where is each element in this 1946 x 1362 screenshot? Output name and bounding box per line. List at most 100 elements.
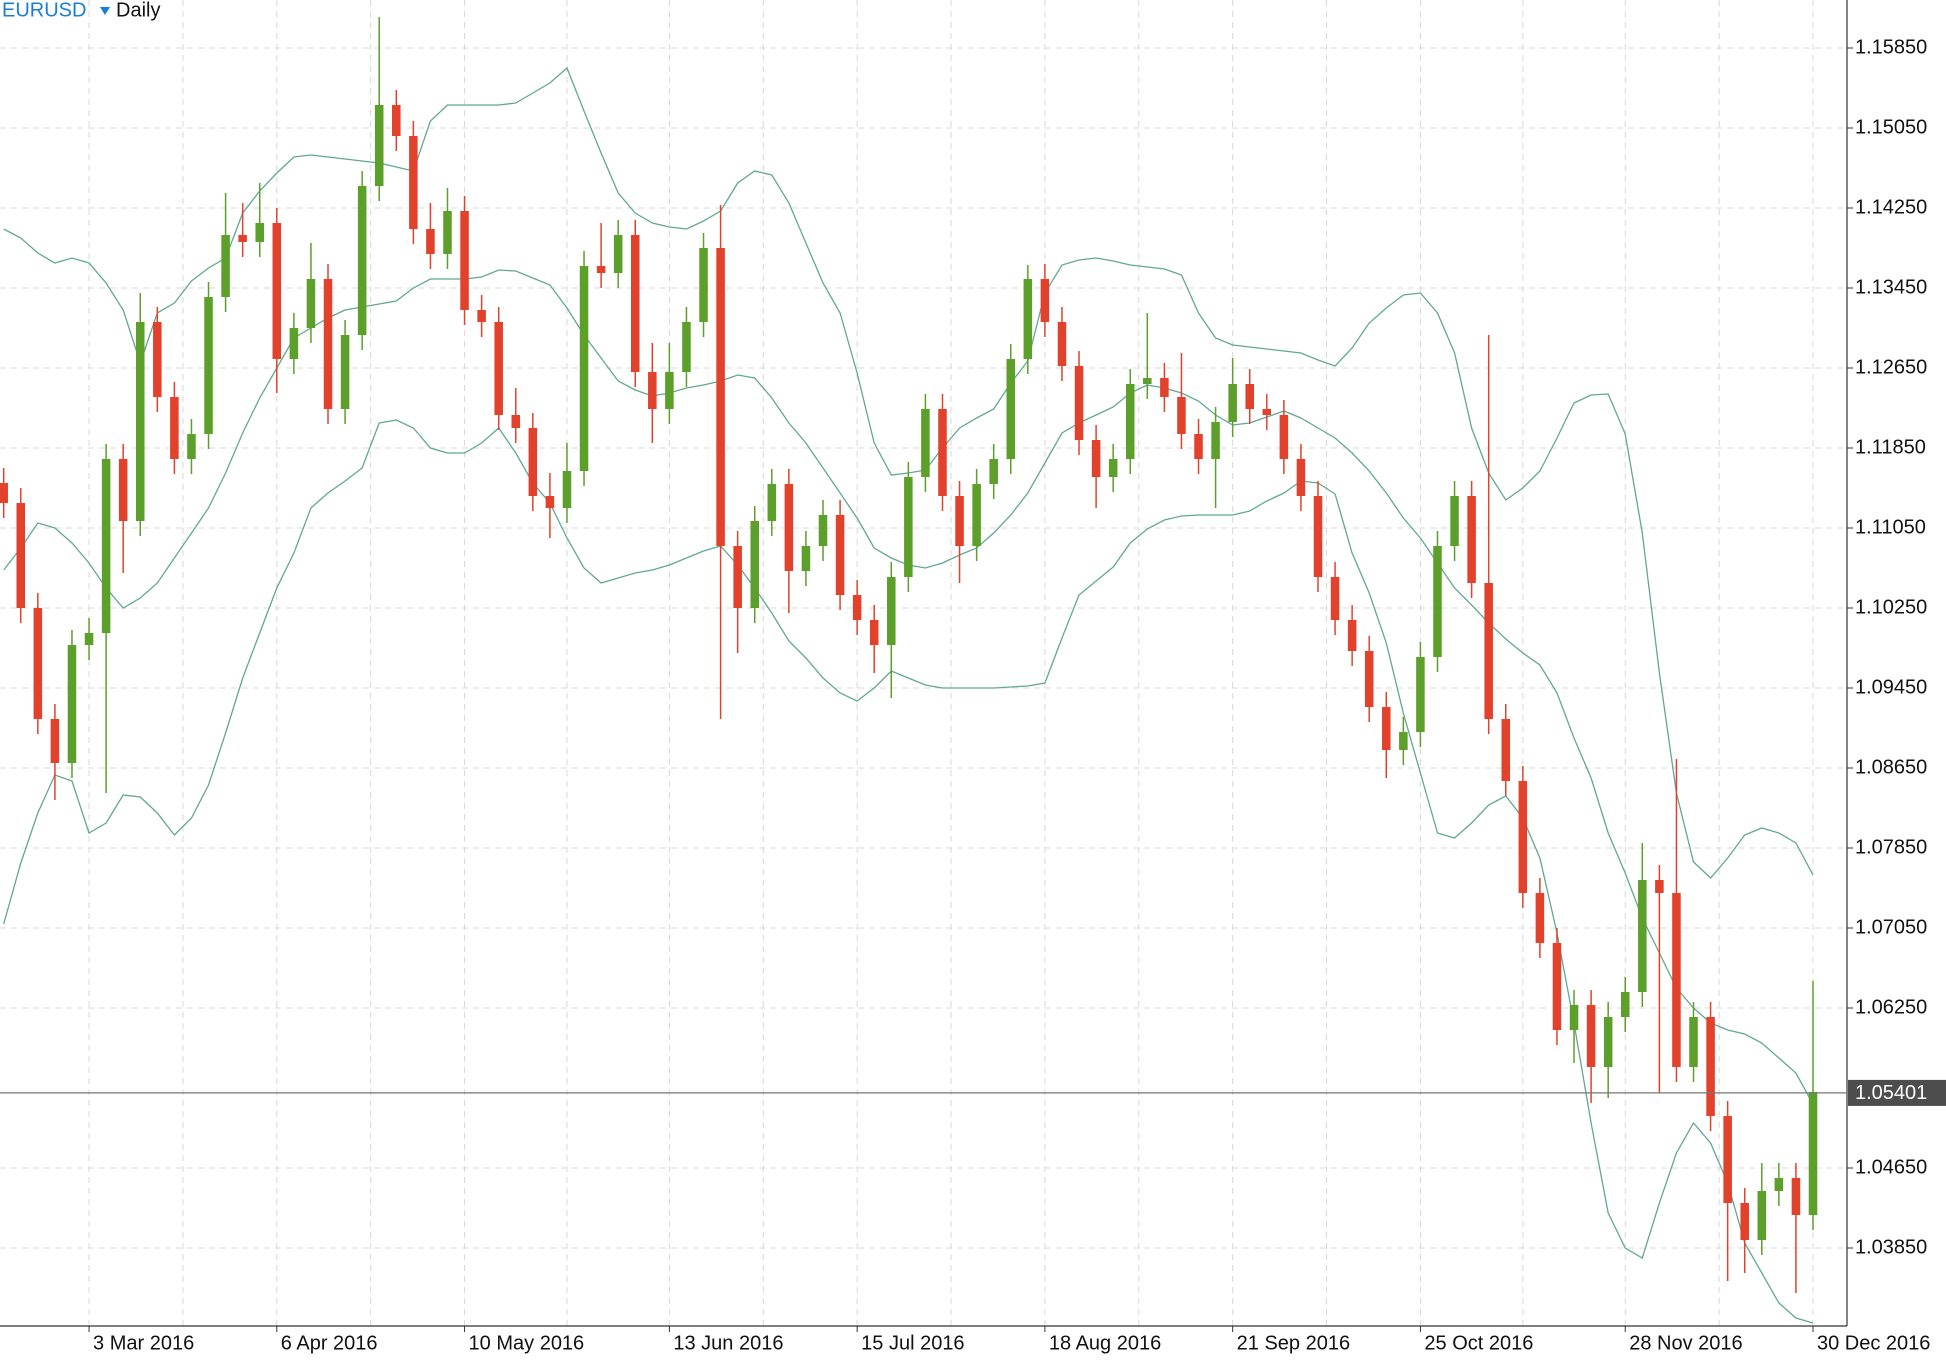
candle-body xyxy=(1177,397,1186,434)
symbol[interactable]: EURUSD xyxy=(2,0,86,21)
candle-body xyxy=(170,397,179,459)
candle-body xyxy=(460,211,469,310)
candle-body xyxy=(1791,1178,1801,1215)
candle-body xyxy=(835,515,845,595)
x-tick-label: 15 Jul 2016 xyxy=(861,1332,964,1354)
candle-body xyxy=(767,484,777,521)
y-tick-label: 1.15050 xyxy=(1855,116,1927,138)
candle-body xyxy=(272,223,282,359)
candle-body xyxy=(1330,577,1340,620)
candle-body xyxy=(699,248,708,322)
x-tick-label: 10 May 2016 xyxy=(469,1332,585,1354)
candle-body xyxy=(545,496,555,508)
candle-body xyxy=(426,229,435,254)
candle-body xyxy=(869,620,879,645)
candle-body xyxy=(511,415,521,428)
candle-body xyxy=(682,322,691,372)
candle-body xyxy=(1774,1178,1784,1191)
y-tick-label: 1.14250 xyxy=(1855,196,1927,218)
candle-body xyxy=(1228,384,1237,422)
candle-body xyxy=(1313,496,1323,577)
candle-body xyxy=(1603,1017,1613,1067)
candle-body xyxy=(1433,546,1442,657)
x-tick-label: 30 Dec 2016 xyxy=(1817,1332,1930,1354)
labels: 1.15850 1.15050 1.14250 1.13450 1.12650 1.118… xyxy=(0,36,1946,1354)
candle-body xyxy=(750,521,759,608)
candle-body xyxy=(1364,651,1374,707)
candle-body xyxy=(852,595,862,620)
candle-body xyxy=(1620,992,1630,1017)
candle-body xyxy=(1194,434,1203,459)
candle-body xyxy=(84,633,94,645)
candle-body xyxy=(1467,496,1476,583)
dropdown-icon[interactable] xyxy=(100,7,110,15)
candle-body xyxy=(1586,1005,1596,1067)
axes xyxy=(0,0,1848,1327)
candle-body xyxy=(221,235,230,297)
timeframe: Daily xyxy=(116,0,160,21)
candle-body xyxy=(204,297,213,434)
y-tick-label: 1.12650 xyxy=(1855,356,1927,378)
candle-body xyxy=(1723,1116,1732,1203)
candle-body xyxy=(1108,459,1118,477)
candle-body xyxy=(374,105,384,186)
candle-body xyxy=(716,248,725,546)
candle-body xyxy=(528,428,538,496)
candle-body xyxy=(1655,880,1664,893)
candle-body xyxy=(187,434,196,459)
y-tick-label: 1.09450 xyxy=(1855,676,1927,698)
candle-body xyxy=(1262,409,1272,415)
x-tick-label: 25 Oct 2016 xyxy=(1424,1332,1533,1354)
candle-body xyxy=(562,471,572,508)
y-tick-label: 1.07050 xyxy=(1855,916,1927,938)
candle-body xyxy=(972,484,981,546)
candle-body xyxy=(153,322,162,397)
candle-body xyxy=(101,459,111,633)
x-tick-label: 6 Apr 2016 xyxy=(281,1332,378,1354)
candle-body xyxy=(1689,1017,1698,1067)
candle-body xyxy=(1484,583,1493,719)
candle-body xyxy=(648,372,657,409)
candle-body xyxy=(1535,893,1545,943)
candle-body xyxy=(938,409,947,496)
candle-body xyxy=(613,235,623,273)
y-tick-label: 1.08650 xyxy=(1855,756,1927,778)
candle-body xyxy=(340,335,350,409)
candle-body xyxy=(1125,384,1135,459)
candle-body xyxy=(1382,707,1391,750)
candle-body xyxy=(1399,732,1408,750)
candle-body xyxy=(1091,440,1101,477)
header[interactable]: EURUSD Daily xyxy=(2,0,160,21)
y-tick-label: 1.11850 xyxy=(1855,436,1926,458)
candle-body xyxy=(1706,1017,1715,1116)
last-price-box xyxy=(1848,1079,1946,1106)
candle-body xyxy=(1638,880,1647,992)
candle-body xyxy=(67,645,77,763)
candle-body xyxy=(955,496,964,546)
band-lower xyxy=(3,419,1814,1324)
candle-body xyxy=(1006,359,1016,459)
candle-body xyxy=(323,279,333,409)
y-tick-label: 1.10250 xyxy=(1855,596,1927,618)
candle-body xyxy=(579,266,589,471)
candle-body xyxy=(1143,378,1152,384)
candle-body xyxy=(887,577,896,645)
candle-body xyxy=(1552,943,1562,1030)
y-tick-label: 1.04650 xyxy=(1855,1156,1927,1178)
candle-body xyxy=(1160,378,1169,397)
x-tick-label: 13 Jun 2016 xyxy=(673,1332,783,1354)
candle-body xyxy=(1245,384,1254,409)
candle-body xyxy=(921,409,930,477)
candle-body xyxy=(135,322,145,521)
candle-body xyxy=(1296,459,1306,496)
candle-body xyxy=(1569,1005,1579,1030)
candle-body xyxy=(1057,322,1067,366)
candle-body xyxy=(306,279,316,328)
candle-body xyxy=(118,459,128,521)
candle-body xyxy=(1672,893,1681,1067)
candle-body xyxy=(733,546,742,608)
candle-body xyxy=(357,186,367,335)
